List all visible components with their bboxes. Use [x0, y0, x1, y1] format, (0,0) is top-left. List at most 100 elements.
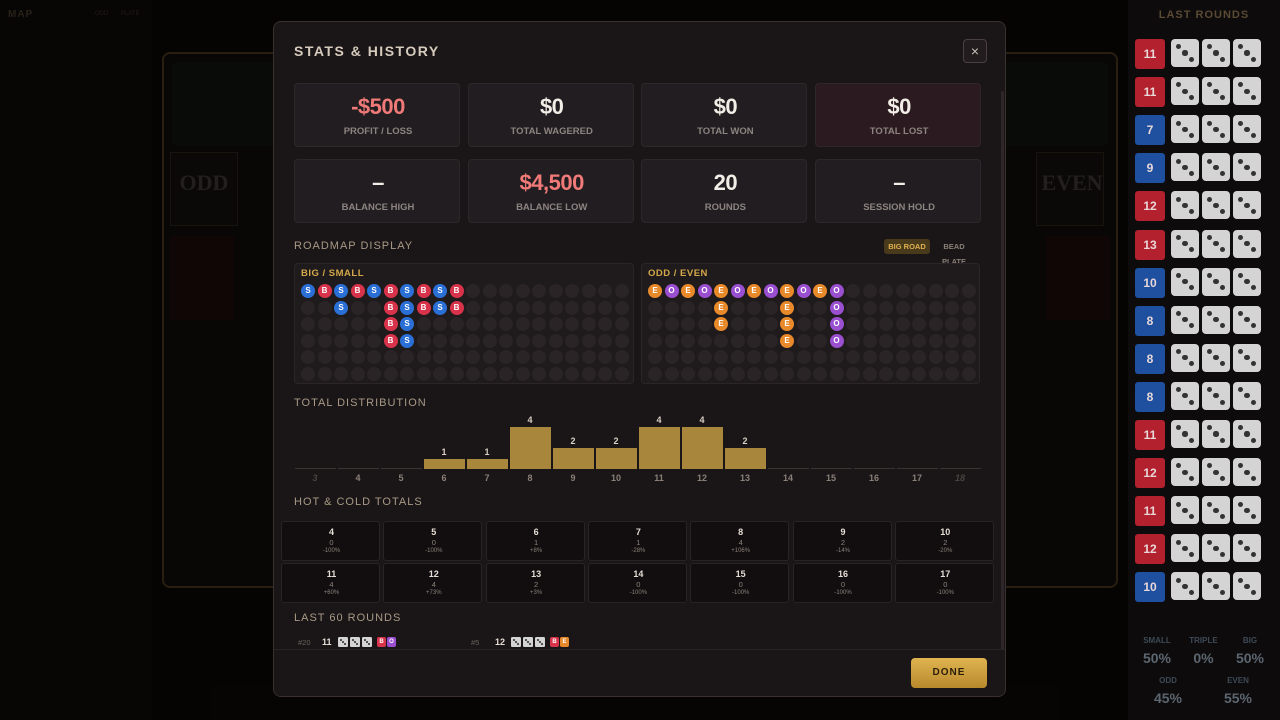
cell-total: 10: [940, 527, 951, 537]
round-badge: 10: [1135, 572, 1165, 603]
pip: [1182, 393, 1188, 399]
roadmap-tab[interactable]: BIG ROAD: [884, 239, 930, 254]
hot-cold-cell: 14 0 -100%: [587, 563, 687, 603]
empty-cell: [334, 350, 348, 364]
bar-label: 1: [484, 446, 490, 457]
pip: [1219, 475, 1225, 481]
pip: [1207, 463, 1213, 469]
road-bead: B: [416, 300, 431, 315]
pip: [1213, 469, 1219, 475]
pip: [1188, 56, 1194, 62]
pip: [1182, 469, 1188, 475]
empty-cell: [367, 300, 381, 315]
bar: [595, 448, 637, 469]
road-bead: B: [317, 284, 332, 298]
stat-label: PROFIT / LOSS: [343, 126, 413, 137]
round-badge: B: [377, 637, 386, 647]
round-number: #5: [471, 638, 480, 647]
round-total: 11: [1143, 428, 1157, 442]
empty-cell: [796, 300, 811, 315]
empty-cell: [581, 350, 596, 364]
round-total: 8: [1146, 351, 1154, 366]
empty-cell: [862, 333, 877, 348]
stat-value: –: [893, 170, 905, 195]
empty-cell: [548, 350, 563, 364]
hot-cold-cell: 10 2 -20%: [894, 521, 994, 561]
round-total: 12: [1143, 466, 1157, 481]
summary-value: 50%: [1142, 650, 1172, 666]
hot-cold-cell: 5 0 -100%: [383, 521, 483, 561]
stat-card: – BALANCE HIGH: [294, 159, 460, 223]
summary-label: TRIPLE: [1189, 636, 1218, 645]
empty-cell: [747, 366, 761, 381]
empty-cell: [581, 333, 596, 348]
modal-title: STATS & HISTORY: [294, 43, 440, 59]
round-total: 11: [322, 637, 332, 647]
empty-cell: [466, 350, 480, 364]
pip: [536, 638, 539, 641]
round-total: 11: [1143, 47, 1157, 61]
pip: [1244, 88, 1250, 94]
round-total: 12: [1143, 199, 1157, 214]
round-total: 8: [1146, 313, 1154, 328]
empty-cell: [714, 333, 728, 348]
pip: [1244, 431, 1250, 437]
empty-cell: [548, 366, 563, 381]
empty-cell: [367, 350, 381, 364]
pip: [1219, 170, 1225, 176]
pip: [1176, 272, 1182, 278]
empty-cell: [350, 317, 365, 331]
bet-box: [1036, 152, 1104, 226]
cell-pct: -20%: [938, 548, 953, 554]
pip: [1182, 88, 1188, 94]
pip: [1238, 539, 1244, 545]
empty-cell: [895, 284, 910, 298]
bar: [294, 468, 336, 469]
road-bead: O: [763, 284, 778, 298]
done-button[interactable]: DONE: [911, 658, 987, 688]
empty-cell: [565, 366, 579, 381]
empty-cell: [466, 333, 480, 348]
round-badge: 11: [1135, 77, 1165, 108]
pip: [1176, 196, 1182, 202]
summary-value: 45%: [1153, 690, 1183, 706]
die: [1233, 77, 1261, 106]
empty-cell: [912, 284, 926, 298]
hot-cold-cell: 16 0 -100%: [792, 563, 892, 603]
die: [1171, 77, 1199, 106]
bet-box: [1046, 236, 1110, 320]
round-total: 12: [495, 637, 506, 647]
round-badge: O: [387, 637, 396, 647]
pip: [1250, 437, 1256, 443]
bar: [638, 427, 680, 469]
road-bead: S: [400, 284, 414, 298]
empty-cell: [614, 350, 629, 364]
empty-cell: [961, 333, 976, 348]
bar-label: 2: [742, 436, 748, 446]
empty-cell: [648, 333, 662, 348]
empty-cell: [928, 350, 943, 364]
empty-cell: [813, 300, 827, 315]
close-button[interactable]: ×: [963, 39, 987, 63]
empty-cell: [945, 366, 959, 381]
pip: [339, 638, 342, 641]
bet-label: EVEN: [1041, 170, 1103, 195]
roadmap-tab[interactable]: BEAD PLATE: [941, 242, 967, 266]
cell-count: 4: [431, 580, 436, 589]
pip: [1213, 240, 1219, 246]
cell-pct: -100%: [834, 590, 852, 596]
stat-card: 20 ROUNDS: [641, 159, 808, 223]
pip: [515, 641, 517, 643]
cell-pct: -14%: [835, 548, 850, 554]
empty-cell: [796, 366, 811, 381]
die: [1233, 305, 1261, 334]
bar-label: 4: [527, 415, 533, 425]
pip: [1188, 247, 1194, 253]
modal: STATS & HISTORY × -$500 PROFIT / LOSS $0 TOTA…: [273, 21, 1006, 697]
pip: [1182, 545, 1188, 551]
empty-cell: [813, 350, 827, 364]
empty-cell: [829, 366, 844, 381]
cell-count: 0: [738, 580, 743, 589]
empty-cell: [681, 317, 695, 331]
